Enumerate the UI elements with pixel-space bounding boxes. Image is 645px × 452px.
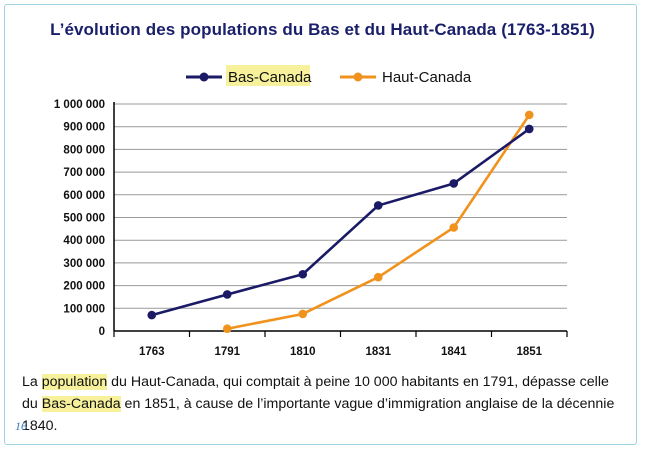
series-lines xyxy=(147,110,534,334)
legend: Bas-Canada Haut-Canada xyxy=(186,65,472,86)
axes xyxy=(113,102,568,337)
y-tick-label: 600 000 xyxy=(63,190,105,202)
legend-item: Bas-Canada xyxy=(186,65,312,86)
data-point xyxy=(449,223,459,232)
x-tick-label: 1841 xyxy=(441,346,467,358)
y-tick-label: 0 xyxy=(99,326,105,338)
y-tick-label: 900 000 xyxy=(63,122,105,134)
caption-highlight-bas-canada: Bas-Canada xyxy=(41,396,121,412)
data-point xyxy=(373,272,383,282)
y-tick-label: 100 000 xyxy=(63,303,105,315)
y-tick-label: 400 000 xyxy=(63,235,105,247)
series-line-bas-canada xyxy=(151,127,531,317)
x-tick-label: 1831 xyxy=(365,346,391,358)
caption-highlight-population: population xyxy=(41,374,108,390)
legend-label: Haut-Canada xyxy=(382,69,472,86)
data-point xyxy=(147,310,157,320)
y-tick-label: 700 000 xyxy=(63,167,105,179)
caption-part3: en 1851, à cause de l’importante vague d… xyxy=(22,396,615,434)
y-tick-label: 800 000 xyxy=(63,144,105,156)
data-point xyxy=(524,110,534,120)
data-point xyxy=(298,309,308,319)
line-chart: 0 100 000 200 000 300 000 400 000 500 000 600 … xyxy=(54,65,568,358)
legend-label: Bas-Canada xyxy=(228,69,312,86)
series-line-haut-canada xyxy=(227,114,531,331)
x-tick-label: 1763 xyxy=(139,346,165,358)
legend-swatch-marker xyxy=(199,72,209,82)
caption-part2: du Haut-Canada, qui comptait à peine 10 … xyxy=(22,374,609,412)
y-tick-label: 300 000 xyxy=(63,258,105,270)
caption: La population du Haut-Canada, qui compta… xyxy=(22,371,622,437)
data-point xyxy=(222,290,232,299)
y-axis-ticks: 0 100 000 200 000 300 000 400 000 500 000 600 … xyxy=(54,99,105,338)
page-frame xyxy=(4,4,637,445)
page-number: 16 xyxy=(15,419,27,433)
x-axis-ticks: 1763 1791 1810 1831 1841 1851 xyxy=(139,346,543,358)
legend-highlight xyxy=(226,65,310,86)
y-tick-label: 1 000 000 xyxy=(54,99,105,111)
x-tick-label: 1851 xyxy=(516,346,542,358)
data-point xyxy=(373,201,383,210)
legend-swatch-marker xyxy=(353,72,363,82)
data-point xyxy=(524,124,534,134)
y-tick-label: 500 000 xyxy=(63,213,105,225)
x-tick-label: 1791 xyxy=(214,346,240,358)
legend-item: Haut-Canada xyxy=(340,69,472,86)
data-point xyxy=(449,179,459,188)
caption-part1: La xyxy=(22,374,42,390)
data-point xyxy=(222,324,232,334)
x-tick-label: 1810 xyxy=(290,346,316,358)
y-tick-label: 200 000 xyxy=(63,281,105,293)
grid-lines xyxy=(114,103,567,309)
data-point xyxy=(298,269,308,279)
chart-title: L’évolution des populations du Bas et du… xyxy=(50,20,595,39)
